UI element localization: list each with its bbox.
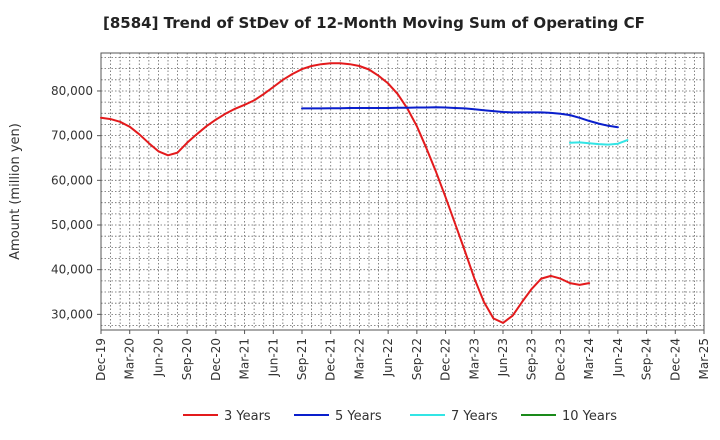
chart-title: [8584] Trend of StDev of 12-Month Moving… bbox=[103, 14, 645, 32]
x-tick-label: Mar-25 bbox=[697, 338, 711, 379]
x-tick-label: Jun-22 bbox=[381, 338, 395, 377]
x-tick-label: Jun-24 bbox=[611, 338, 625, 377]
x-tick-label: Mar-23 bbox=[467, 338, 481, 379]
x-tick-label: Jun-21 bbox=[266, 338, 280, 377]
y-axis: 30,000 40,000 50,000 60,000 70,000 80,000 bbox=[51, 84, 101, 321]
series-line bbox=[301, 106, 619, 129]
x-tick-label: Dec-19 bbox=[94, 338, 108, 381]
x-tick-label: Sep-24 bbox=[640, 338, 654, 380]
legend-label: 5 Years bbox=[335, 409, 382, 424]
series-line bbox=[100, 62, 591, 324]
series-line bbox=[569, 139, 629, 146]
y-axis-label: Amount (million yen) bbox=[8, 123, 23, 260]
y-tick-label: 30,000 bbox=[51, 307, 93, 321]
legend-label: 3 Years bbox=[224, 409, 271, 424]
plot-frame bbox=[100, 52, 705, 331]
x-tick-label: Dec-21 bbox=[324, 338, 338, 381]
y-tick-label: 80,000 bbox=[51, 84, 93, 98]
x-tick-label: Dec-24 bbox=[668, 338, 682, 381]
x-tick-label: Sep-20 bbox=[180, 338, 194, 380]
grid bbox=[101, 53, 704, 330]
legend-label: 10 Years bbox=[562, 409, 617, 424]
x-tick-label: Jun-23 bbox=[496, 338, 510, 377]
x-axis: Dec-19 Mar-20 Jun-20 Sep-20 Dec-20 Mar-21 Jun-… bbox=[94, 330, 711, 381]
series-group bbox=[100, 62, 629, 324]
x-tick-label: Sep-23 bbox=[525, 338, 539, 380]
y-tick-label: 70,000 bbox=[51, 129, 93, 143]
x-tick-label: Mar-24 bbox=[582, 338, 596, 379]
x-tick-label: Mar-22 bbox=[352, 338, 366, 379]
legend-label: 7 Years bbox=[451, 409, 498, 424]
x-tick-label: Mar-20 bbox=[123, 338, 137, 379]
x-tick-label: Dec-22 bbox=[439, 338, 453, 381]
x-tick-label: Jun-20 bbox=[151, 338, 165, 377]
x-tick-label: Dec-20 bbox=[209, 338, 223, 381]
x-tick-label: Sep-22 bbox=[410, 338, 424, 380]
y-tick-label: 50,000 bbox=[51, 218, 93, 232]
y-tick-label: 60,000 bbox=[51, 173, 93, 187]
legend: 3 Years 5 Years 7 Years 10 Years bbox=[183, 409, 617, 424]
x-tick-label: Mar-21 bbox=[238, 338, 252, 379]
x-tick-label: Dec-23 bbox=[553, 338, 567, 381]
y-tick-label: 40,000 bbox=[51, 263, 93, 277]
x-tick-label: Sep-21 bbox=[295, 338, 309, 380]
